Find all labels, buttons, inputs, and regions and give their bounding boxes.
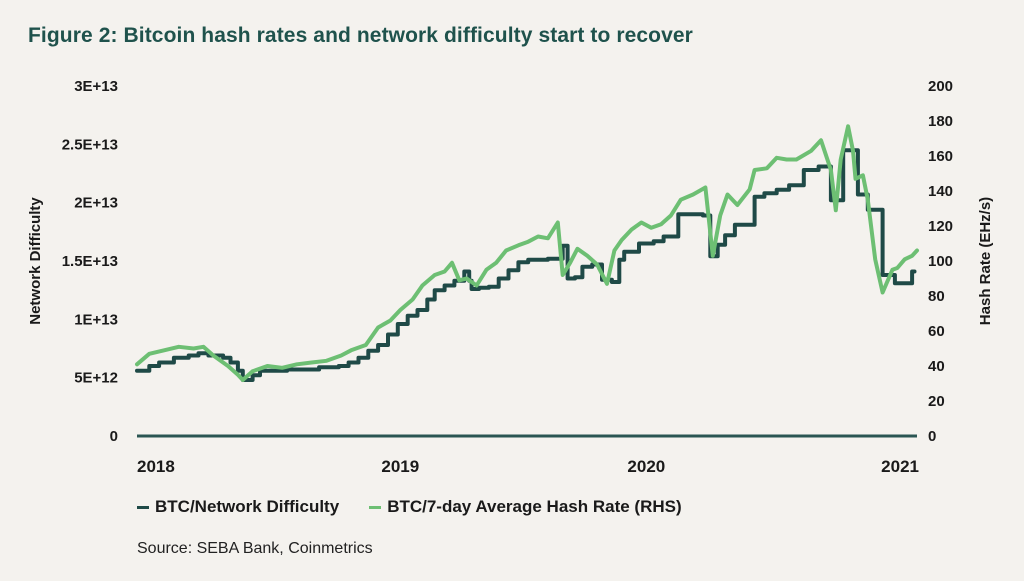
series-line-difficulty bbox=[135, 148, 917, 382]
y-axis-right-label: Hash Rate (EHz/s) bbox=[977, 197, 994, 325]
x-axis-ticks: 2018 2019 2020 2021 bbox=[137, 457, 919, 476]
legend-item-difficulty: BTC/Network Difficulty bbox=[137, 497, 339, 517]
legend-label-hashrate: BTC/7-day Average Hash Rate (RHS) bbox=[387, 497, 682, 516]
x-tick-label: 2020 bbox=[627, 457, 665, 476]
y-left-tick-label: 1E+13 bbox=[74, 311, 118, 328]
x-tick-label: 2021 bbox=[881, 457, 919, 476]
y-right-tick-label: 20 bbox=[928, 393, 945, 410]
y-right-tick-label: 60 bbox=[928, 323, 945, 340]
y-right-tick-label: 140 bbox=[928, 183, 953, 200]
y-right-tick-label: 100 bbox=[928, 253, 953, 270]
y-right-tick-label: 160 bbox=[928, 148, 953, 165]
y-right-tick-label: 200 bbox=[928, 78, 953, 95]
y-left-tick-label: 2.5E+13 bbox=[62, 136, 118, 153]
y-right-tick-label: 40 bbox=[928, 358, 945, 375]
y-axis-right-ticks: 0 20 40 60 80 100 120 140 160 180 200 bbox=[928, 78, 953, 445]
y-left-tick-label: 3E+13 bbox=[74, 78, 118, 95]
legend-label-difficulty: BTC/Network Difficulty bbox=[155, 497, 340, 516]
y-right-tick-label: 120 bbox=[928, 218, 953, 235]
y-right-tick-label: 0 bbox=[928, 428, 936, 445]
x-tick-label: 2019 bbox=[381, 457, 419, 476]
source-note: Source: SEBA Bank, Coinmetrics bbox=[137, 540, 373, 557]
y-right-tick-label: 180 bbox=[928, 113, 953, 130]
y-left-tick-label: 0 bbox=[110, 428, 118, 445]
legend-item-hashrate: BTC/7-day Average Hash Rate (RHS) bbox=[369, 497, 682, 517]
y-left-tick-label: 5E+12 bbox=[74, 370, 118, 387]
chart-title: Figure 2: Bitcoin hash rates and network… bbox=[28, 24, 693, 47]
series-line-hashrate bbox=[135, 124, 919, 382]
y-axis-left-ticks: 0 5E+12 1E+13 1.5E+13 2E+13 2.5E+13 3E+13 bbox=[62, 78, 118, 445]
legend: BTC/Network Difficulty BTC/7-day Average… bbox=[137, 497, 712, 517]
y-left-tick-label: 2E+13 bbox=[74, 195, 118, 212]
x-tick-label: 2018 bbox=[137, 457, 175, 476]
legend-swatch-hashrate bbox=[369, 505, 382, 509]
y-left-tick-label: 1.5E+13 bbox=[62, 253, 118, 270]
series-layer bbox=[135, 124, 919, 382]
y-right-tick-label: 80 bbox=[928, 288, 945, 305]
y-axis-left-label: Network Difficulty bbox=[27, 197, 44, 325]
legend-swatch-difficulty bbox=[137, 505, 149, 509]
